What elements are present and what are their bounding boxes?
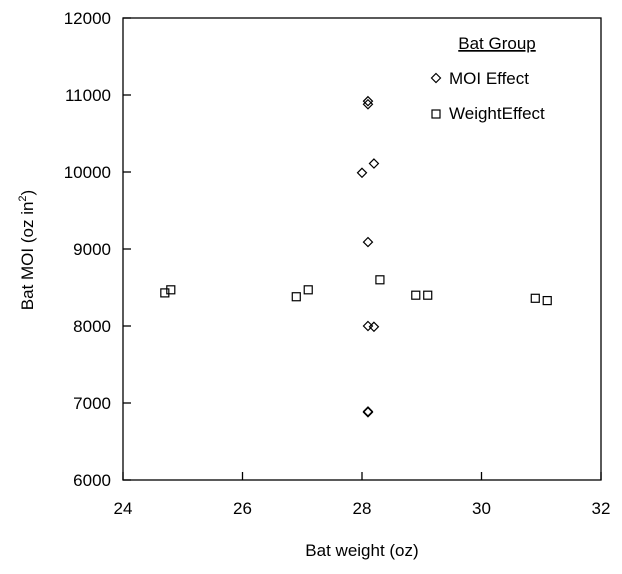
y-axis-label-close: ) xyxy=(18,190,37,196)
data-points xyxy=(160,95,552,418)
y-axis-label-main: Bat MOI (oz in xyxy=(18,202,37,311)
legend-diamond-marker xyxy=(430,72,442,84)
square-point xyxy=(375,275,385,285)
diamond-point xyxy=(362,95,374,107)
y-tick-label: 10000 xyxy=(64,163,111,182)
y-axis-ticks: 6000 7000 8000 9000 10000 11000 12000 xyxy=(64,9,131,490)
square-point xyxy=(166,285,176,295)
x-axis-label: Bat weight (oz) xyxy=(305,541,418,560)
x-tick-label: 24 xyxy=(114,499,133,518)
diamond-point xyxy=(362,236,374,248)
y-axis-label-superscript: 2 xyxy=(17,195,29,201)
plot-frame xyxy=(122,17,602,481)
legend-label-weight-effect: WeightEffect xyxy=(449,104,545,123)
square-point xyxy=(542,295,552,306)
diamond-point xyxy=(362,406,374,418)
y-tick-label: 9000 xyxy=(73,240,111,259)
diamond-point xyxy=(368,158,380,169)
y-tick-label: 11000 xyxy=(65,86,111,105)
y-tick-label: 12000 xyxy=(64,9,111,28)
y-tick-label: 8000 xyxy=(73,317,111,336)
diamond-point xyxy=(368,321,380,333)
square-point xyxy=(160,288,170,298)
diamond-point xyxy=(362,98,374,110)
legend: Bat Group MOI Effect WeightEffect xyxy=(430,34,545,123)
legend-marker-moi-effect xyxy=(430,72,442,84)
legend-square-marker xyxy=(431,109,441,119)
diamond-point xyxy=(356,167,368,179)
y-axis-label: Bat MOI (oz in2) xyxy=(17,190,37,310)
x-tick-label: 26 xyxy=(233,499,252,518)
legend-marker-weight-effect xyxy=(431,109,441,119)
legend-title: Bat Group xyxy=(458,34,536,53)
x-tick-label: 32 xyxy=(592,499,611,518)
legend-label-moi-effect: MOI Effect xyxy=(449,69,529,88)
x-tick-label: 28 xyxy=(353,499,372,518)
square-point xyxy=(291,292,301,302)
y-tick-label: 6000 xyxy=(73,471,111,490)
square-point xyxy=(411,290,421,300)
x-tick-label: 30 xyxy=(472,499,491,518)
square-point xyxy=(303,285,313,295)
x-axis-ticks: 24 26 28 30 32 xyxy=(114,472,611,518)
square-point xyxy=(423,290,433,300)
square-point xyxy=(530,293,540,303)
y-tick-label: 7000 xyxy=(73,394,111,413)
